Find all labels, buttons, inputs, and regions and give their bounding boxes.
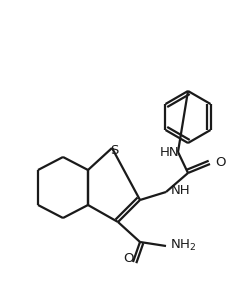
Text: O: O — [124, 253, 134, 265]
Text: O: O — [215, 157, 226, 169]
Text: S: S — [110, 143, 118, 157]
Text: HN: HN — [160, 147, 180, 159]
Text: NH: NH — [171, 185, 191, 197]
Text: NH$_2$: NH$_2$ — [170, 237, 196, 253]
